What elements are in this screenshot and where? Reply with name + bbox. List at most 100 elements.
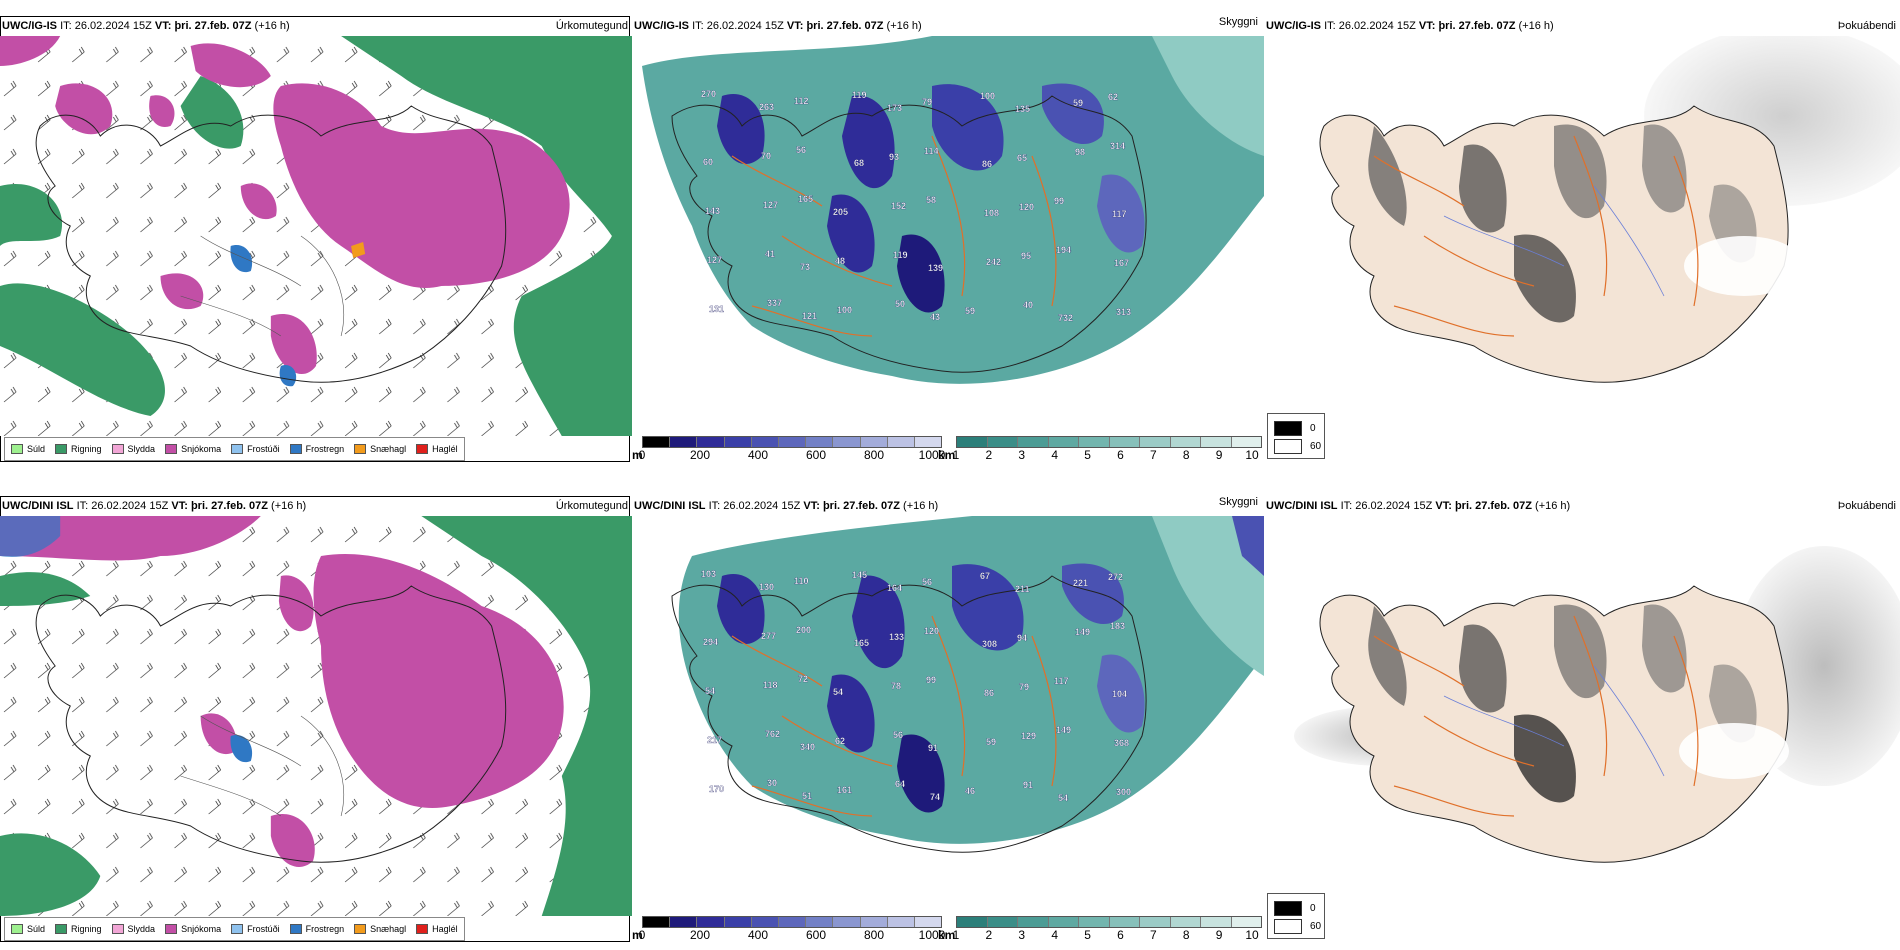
high-terrain-area [1042, 83, 1104, 145]
fog-dark-area [1514, 714, 1576, 803]
colorbar-segment [833, 437, 861, 447]
snow-area [0, 36, 61, 66]
colorbar-segment [1018, 917, 1049, 927]
elevation-value-label: 127 [707, 255, 722, 265]
visibility-panel: UWC/IG-IS IT: 26.02.2024 15Z VT: þri. 27… [632, 0, 1264, 470]
elevation-value-label: 217 [707, 735, 722, 745]
colorbar-tick-label: 600 [805, 448, 827, 462]
high-terrain-area [1097, 174, 1145, 253]
elevation-value-label: 300 [1116, 787, 1131, 797]
clear-area [1679, 723, 1789, 779]
valid-time: þri. 27.feb. 07Z [822, 500, 900, 512]
legend-item: Súld [11, 444, 45, 454]
elevation-value-label: 340 [800, 742, 815, 752]
elevation-value-label: 99 [926, 675, 936, 685]
colorbar-tick-label: 2 [985, 448, 993, 462]
colorbar-segment [1109, 437, 1140, 447]
fog-legend-item: 0 [1274, 901, 1316, 916]
road-network [1373, 615, 1699, 817]
elevation-value-label: 121 [802, 311, 817, 321]
colorbar-tick-label: 1000 [918, 448, 946, 462]
colorbar-segment [1201, 917, 1232, 927]
rain-area [341, 36, 632, 436]
elevation-value-label: 130 [759, 582, 774, 592]
colorbar-segment [806, 437, 834, 447]
elevation-value-label: 732 [1058, 313, 1073, 323]
colorbar-segment [957, 437, 988, 447]
elevation-value-label: 135 [1015, 104, 1030, 114]
legend-item: Frostregn [289, 444, 344, 454]
valid-time-label: VT: [803, 500, 820, 512]
legend-item: Rigning [55, 924, 102, 934]
low-visibility-area [642, 36, 1264, 384]
fog-indicator-panel: UWC/IG-IS IT: 26.02.2024 15Z VT: þri. 27… [1264, 0, 1900, 470]
valid-time-label: VT: [154, 20, 172, 32]
panel-header: UWC/IG-IS IT: 26.02.2024 15Z VT: þri. 27… [634, 16, 1260, 36]
colorbar-segment [914, 437, 942, 447]
elevation-value-label: 314 [1110, 141, 1125, 151]
elevation-unit: m [632, 448, 643, 462]
elevation-value-label: 143 [705, 206, 720, 216]
fog-legend: 0 60 [1267, 413, 1325, 459]
colorbar-tick-label: 200 [689, 448, 711, 462]
elevation-value-label: 104 [1112, 689, 1127, 699]
elevation-value-label: 145 [852, 570, 867, 580]
lead-time: (+16 h) [1518, 20, 1554, 32]
visibility-unit: km [938, 928, 956, 942]
colorbar-tick-label: 800 [863, 448, 885, 462]
model-name: UWC/DINI ISL [2, 500, 74, 512]
field-name: Skyggni [1218, 496, 1258, 508]
legend-item: Snjókoma [165, 924, 221, 934]
forecast-row-bottom: UWC/DINI ISL IT: 26.02.2024 15Z VT: þri.… [0, 480, 1900, 950]
elevation-value-label: 56 [893, 730, 903, 740]
model-name: UWC/DINI ISL [634, 500, 706, 512]
elevation-value-label: 221 [1073, 578, 1088, 588]
elevation-value-label: 72 [798, 674, 808, 684]
elevation-value-label: 173 [887, 103, 902, 113]
elevation-value-label: 91 [928, 743, 938, 753]
colorbar-segment [751, 437, 779, 447]
road-network [1373, 135, 1699, 337]
colorbar-tick-label: 8 [1182, 928, 1190, 942]
elevation-value-label: 164 [887, 583, 902, 593]
colorbar-tick-label: 7 [1149, 448, 1157, 462]
colorbar-segment [1170, 917, 1201, 927]
precip-type-legend: Súld Rigning Slydda Snjókoma Frostúði Fr… [4, 917, 465, 941]
elevation-value-label: 161 [837, 785, 852, 795]
freezing-rain-area [230, 245, 253, 273]
elevation-value-label: 108 [984, 208, 999, 218]
field-name: Þokuábendi [1837, 500, 1896, 512]
elevation-labels: 270 263 112 119 173 79 100 135 59 62 60 70 56 68 93 114… [701, 89, 1131, 323]
colorbar-segment [1140, 917, 1171, 927]
colorbar-segment [670, 917, 698, 927]
elevation-value-label: 74 [930, 792, 940, 802]
elevation-value-label: 308 [982, 639, 997, 649]
elevation-value-label: 205 [833, 207, 848, 217]
legend-item: Súld [11, 924, 45, 934]
colorbar-tick-label: 10 [1245, 928, 1259, 942]
colorbar-segment [1231, 917, 1261, 927]
fog-legend: 0 60 [1267, 893, 1325, 939]
init-time: 26.02.2024 15Z [706, 20, 784, 32]
high-terrain-area [1062, 563, 1124, 625]
elevation-value-label: 59 [1073, 98, 1083, 108]
panel-header: UWC/IG-IS IT: 26.02.2024 15Z VT: þri. 27… [1266, 20, 1896, 36]
elevation-value-label: 762 [765, 729, 780, 739]
panel-header: UWC/DINI ISL IT: 26.02.2024 15Z VT: þri.… [634, 496, 1260, 516]
clear-area [1684, 236, 1804, 296]
snow-area [278, 575, 314, 632]
fog-dark-area [1368, 126, 1407, 226]
road-network [731, 135, 1057, 337]
elevation-value-label: 43 [930, 312, 940, 322]
lead-time: (+16 h) [886, 20, 922, 32]
map-canvas: 103 130 110 145 164 56 67 211 221 272 294 277 200 165… [632, 516, 1264, 916]
rain-area [0, 572, 91, 606]
iceland-coastline [671, 575, 1147, 853]
visibility-unit: km [938, 448, 956, 462]
legend-item: Frostúði [231, 924, 280, 934]
elevation-value-label: 194 [1056, 245, 1071, 255]
elevation-value-label: 54 [833, 687, 843, 697]
valid-time-label: VT: [1418, 20, 1436, 32]
rain-area [0, 184, 63, 246]
field-name: Þokuábendi [1837, 20, 1896, 32]
